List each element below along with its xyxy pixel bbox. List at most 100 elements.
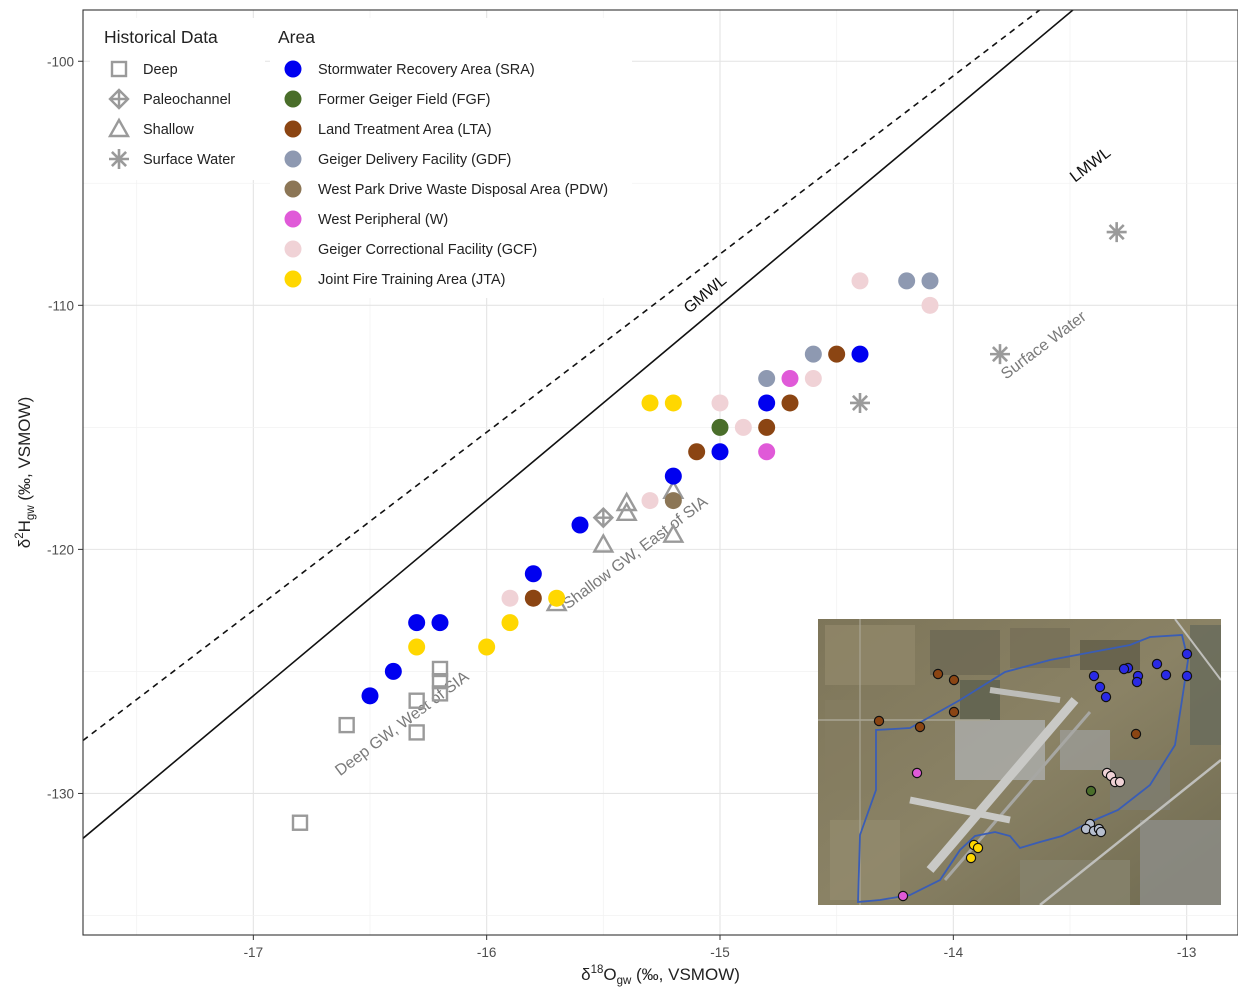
y-tick-label: -120	[47, 542, 74, 557]
map-runway-short	[989, 687, 1061, 703]
point-area-gcf	[501, 589, 519, 607]
marker-circle	[284, 240, 302, 258]
point-area-sra	[431, 614, 449, 632]
legend-label-surface-water: Surface Water	[143, 152, 235, 168]
marker-circle	[851, 272, 869, 290]
point-area-lta	[828, 345, 846, 363]
point-area-jta	[478, 638, 496, 656]
marker-triangle	[107, 117, 131, 138]
legend-marker-fgf	[284, 90, 302, 108]
point-area-sra	[758, 394, 776, 412]
marker-circle	[284, 180, 302, 198]
x-tick-label: -14	[944, 945, 964, 960]
legend-label-gdf: Geiger Delivery Facility (GDF)	[318, 152, 511, 168]
marker-circle	[408, 638, 426, 656]
marker-diamond-plus	[108, 88, 130, 110]
marker-circle	[284, 210, 302, 228]
point-area-gcf	[851, 272, 869, 290]
point-area-sra	[664, 467, 682, 485]
marker-square	[408, 724, 425, 741]
marker-circle	[524, 589, 542, 607]
map-sample-dot	[914, 721, 926, 733]
marker-circle	[284, 270, 302, 288]
marker-circle	[361, 687, 379, 705]
map-runway-main	[926, 697, 1079, 873]
line-lmwl	[83, 10, 1041, 742]
marker-circle	[851, 345, 869, 363]
point-area-gcf	[804, 370, 822, 388]
point-area-lta	[524, 589, 542, 607]
marker-circle	[758, 370, 776, 388]
y-tick-label: -110	[48, 298, 74, 313]
legend-marker-gdf	[284, 150, 302, 168]
legend-label-fgf: Former Geiger Field (FGF)	[318, 92, 490, 108]
map-terrain-patch	[1010, 628, 1070, 668]
legend-area-bg	[270, 18, 632, 298]
legend-marker-jta	[284, 270, 302, 288]
legend-marker-deep	[110, 60, 128, 78]
map-sample-dot	[1118, 663, 1130, 675]
map-sample-dot	[1085, 785, 1097, 797]
marker-circle	[688, 443, 706, 461]
x-tick-label: -15	[710, 945, 730, 960]
point-area-jta	[548, 589, 566, 607]
y-tick-label: -100	[47, 54, 74, 69]
legend-marker-w	[284, 210, 302, 228]
map-highway	[1039, 759, 1221, 905]
point-area-gcf	[641, 492, 659, 510]
map-site-boundary	[857, 634, 1189, 903]
map-image	[818, 619, 1221, 905]
map-sample-dot	[1160, 669, 1172, 681]
point-area-lta	[781, 394, 799, 412]
legend-label-jta: Joint Fire Training Area (JTA)	[318, 272, 506, 288]
axes: -17 -16 -15 -14 -13 -130 -120 -110 -100 δ18Ogw (‰…	[14, 9, 1238, 987]
marker-square	[431, 660, 449, 678]
map-terrain-patch	[825, 625, 915, 685]
marker-circle	[758, 418, 776, 436]
point-area-gdf	[804, 345, 822, 363]
point-historical-paleochannel	[592, 506, 615, 529]
marker-square	[431, 672, 449, 690]
marker-circle	[828, 345, 846, 363]
marker-circle	[898, 272, 916, 290]
point-historical-deep	[408, 724, 425, 741]
marker-triangle	[615, 501, 638, 521]
y-axis-title: δ2Hgw (‰, VSMOW)	[14, 397, 37, 548]
map-sample-dot	[1094, 681, 1106, 693]
point-area-gdf	[921, 272, 939, 290]
point-area-jta	[501, 614, 519, 632]
point-historical-surface-water	[990, 344, 1010, 365]
marker-asterisk	[990, 344, 1010, 365]
point-area-gdf	[898, 272, 916, 290]
map-sample-dot	[1100, 691, 1112, 703]
marker-circle	[384, 662, 402, 680]
point-area-fgf	[711, 418, 729, 436]
marker-circle	[781, 370, 799, 388]
map-terrain-patch	[825, 700, 880, 790]
map-terrain-patch	[1140, 820, 1221, 905]
point-area-lta	[758, 418, 776, 436]
marker-circle	[284, 120, 302, 138]
marker-circle	[921, 296, 939, 314]
point-historical-deep	[431, 672, 449, 690]
map-sample-dot	[932, 668, 944, 680]
map-sample-dot	[897, 890, 909, 902]
legend-marker-paleochannel	[108, 88, 130, 110]
legend-marker-gcf	[284, 240, 302, 258]
point-historical-shallow	[662, 523, 685, 543]
marker-circle	[431, 614, 449, 632]
point-historical-deep	[338, 716, 355, 734]
legend-label-pdw: West Park Drive Waste Disposal Area (PDW…	[318, 182, 608, 198]
map-terrain-patch	[960, 680, 1000, 720]
line-gmwl	[83, 10, 1075, 839]
point-area-w	[758, 443, 776, 461]
marker-circle	[664, 467, 682, 485]
point-area-gcf	[711, 394, 729, 412]
marker-asterisk	[1106, 222, 1127, 243]
point-area-sra	[408, 614, 426, 632]
point-historical-shallow	[615, 491, 638, 512]
legend-marker-surface-water	[109, 149, 129, 169]
marker-triangle	[592, 533, 615, 553]
marker-square	[110, 60, 128, 78]
